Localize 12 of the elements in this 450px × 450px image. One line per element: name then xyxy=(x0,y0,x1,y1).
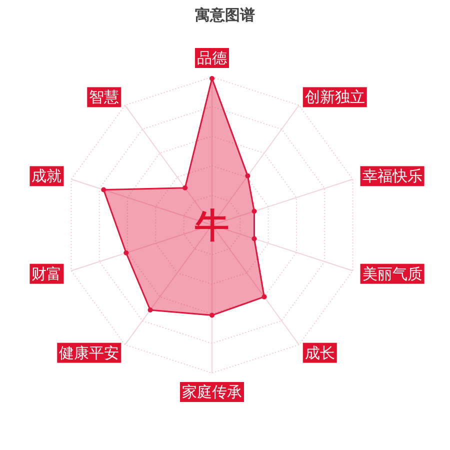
text: 牛 xyxy=(194,206,229,246)
spoke-label: 品德 xyxy=(197,49,227,67)
spoke-label: 家庭传承 xyxy=(182,383,242,401)
spoke-label: 智慧 xyxy=(89,88,120,106)
spoke-label: 健康平安 xyxy=(59,344,120,362)
spoke-label: 创新独立 xyxy=(304,88,365,106)
spoke-label: 幸福快乐 xyxy=(362,167,422,186)
chart-title: 寓意图谱 xyxy=(195,6,255,24)
spoke-label: 成长 xyxy=(304,344,335,362)
spoke-label: 财富 xyxy=(32,264,62,283)
spoke-label: 美丽气质 xyxy=(362,264,422,283)
spoke-label: 成就 xyxy=(32,167,62,186)
